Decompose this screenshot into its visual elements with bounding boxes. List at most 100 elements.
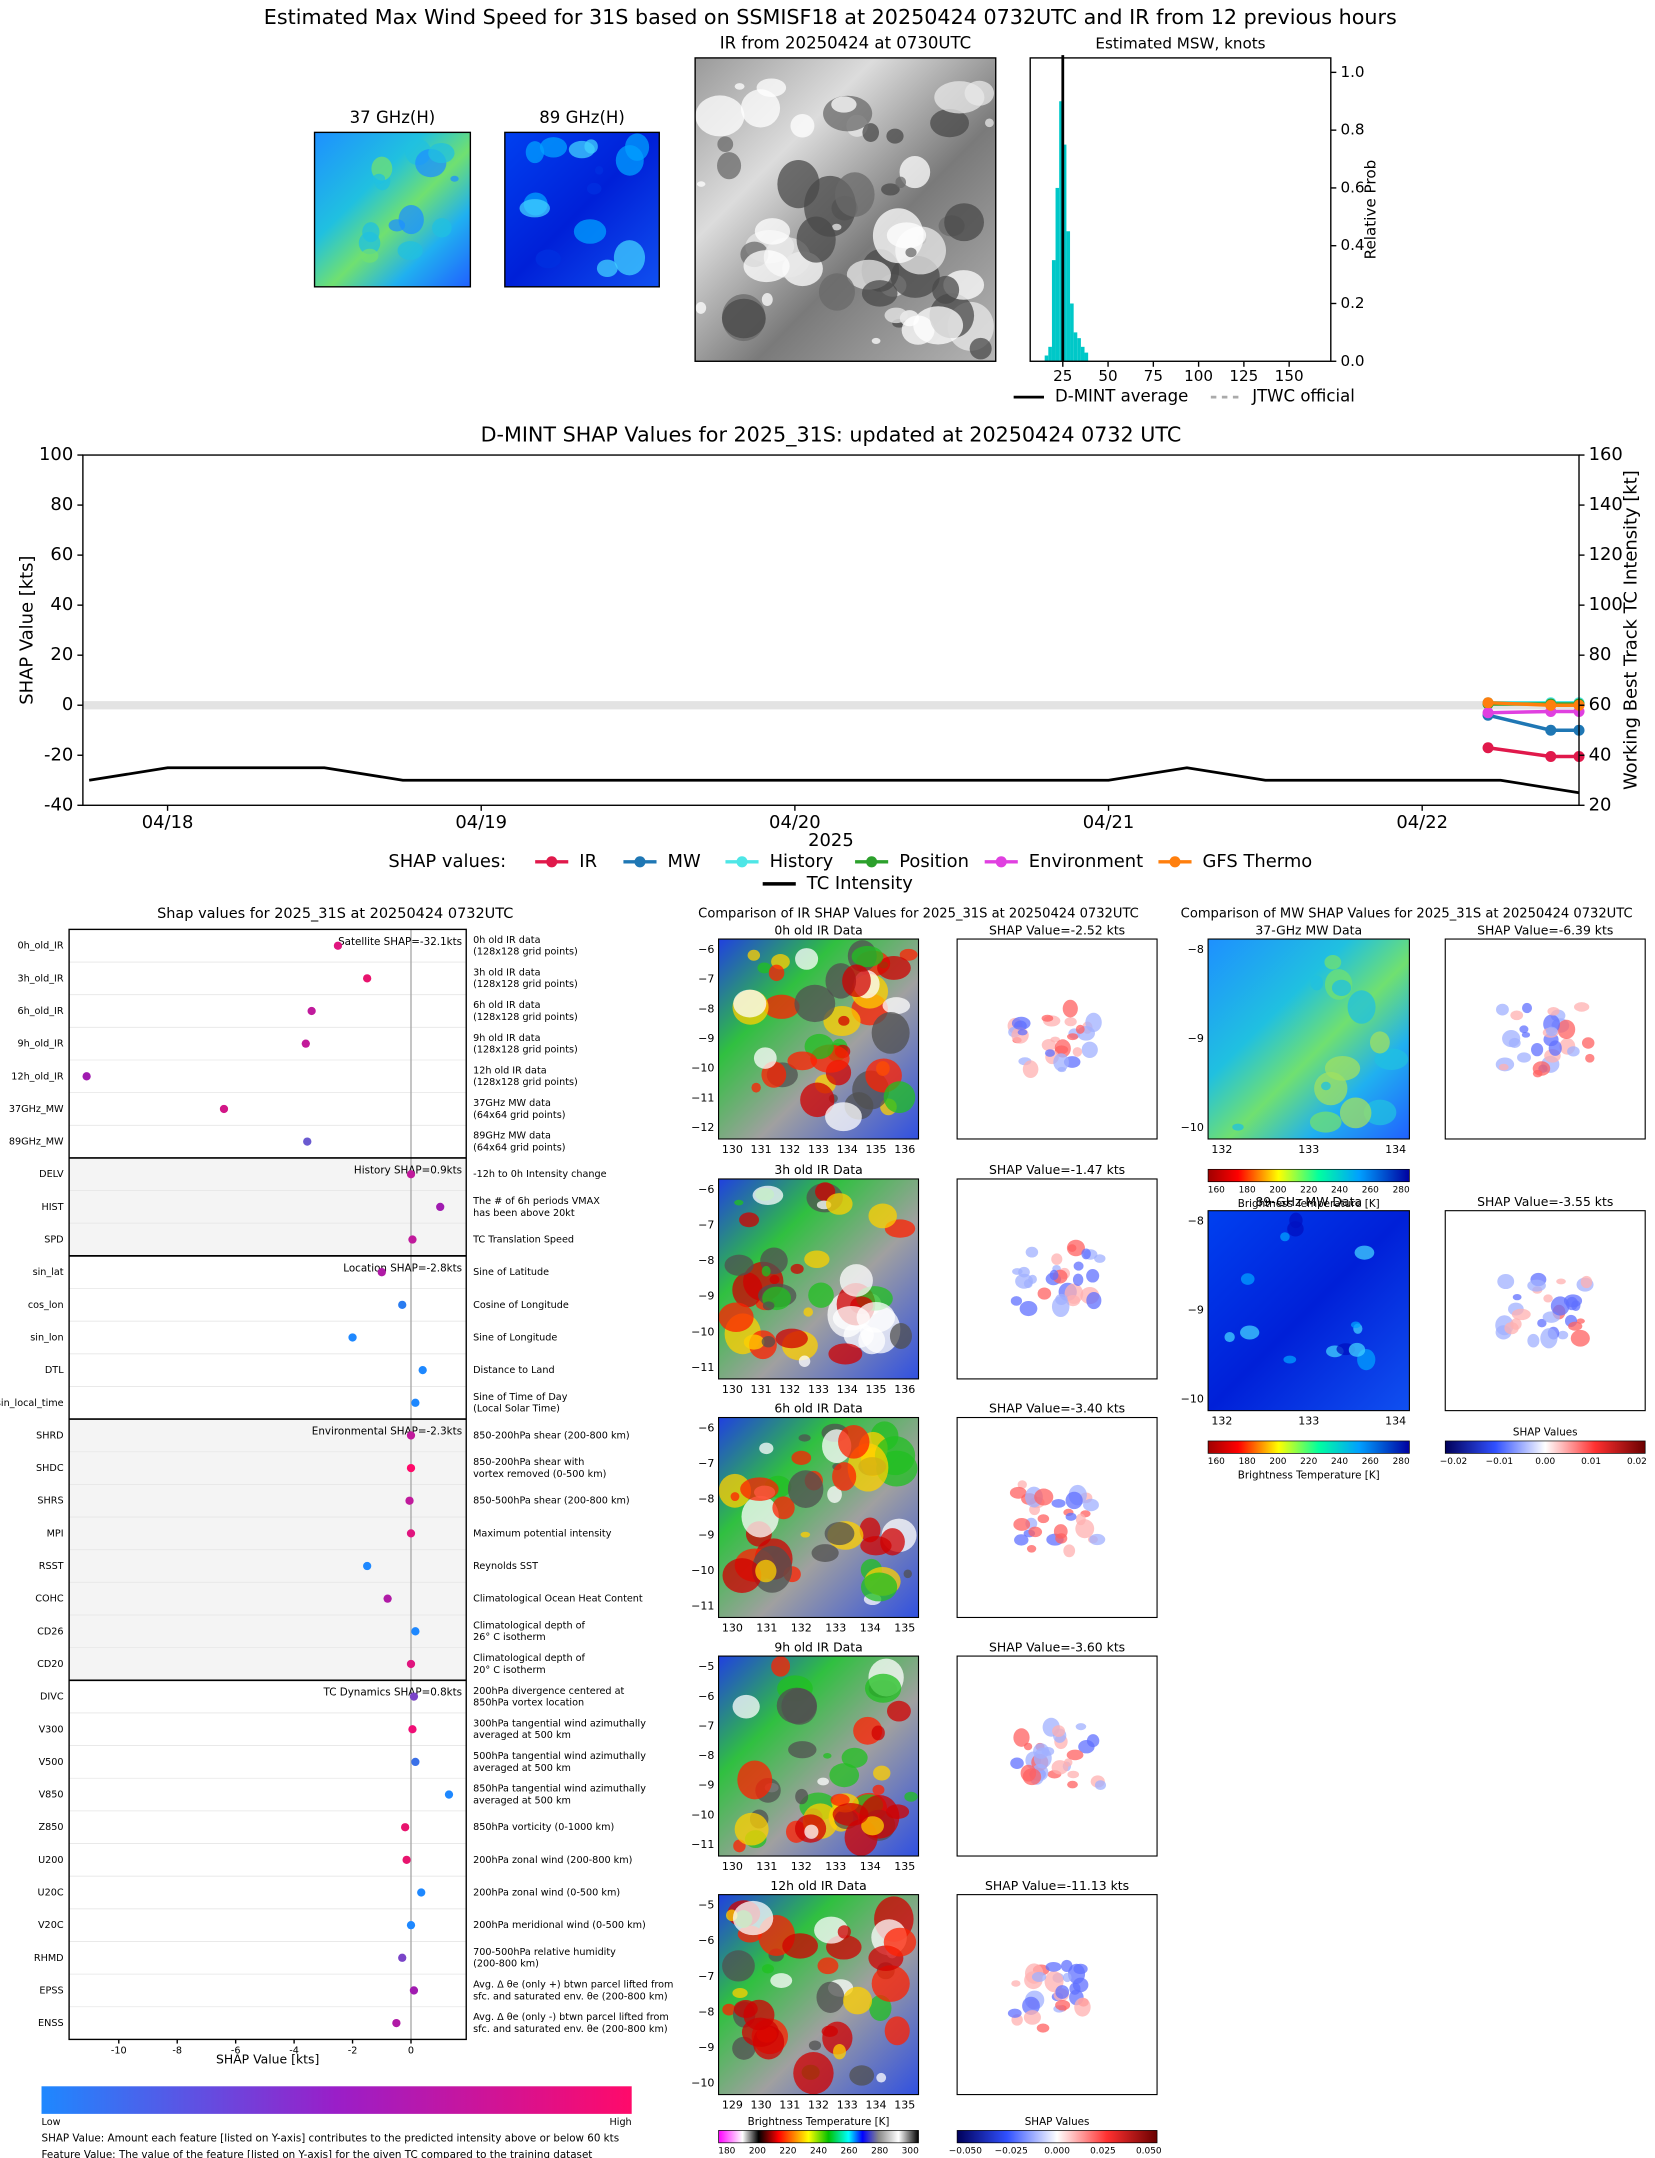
image-title: IR from 20250424 at 0730UTC: [720, 34, 971, 53]
panel-title: 37-GHz MW Data: [1255, 922, 1362, 937]
image-texture: [1540, 1328, 1558, 1349]
image-texture: [1018, 1266, 1030, 1278]
shap-point: [392, 2018, 401, 2028]
x-tick-label: -8: [172, 2045, 182, 2056]
colorbar-tick-label: 300: [902, 2147, 919, 2157]
image-texture: [724, 1254, 754, 1276]
image-texture: [535, 249, 561, 269]
y-tick-label: sin_lat: [33, 1267, 64, 1278]
image-texture: [869, 1994, 892, 2022]
image-texture: [539, 137, 568, 158]
y-tick-label: Z850: [39, 1822, 64, 1833]
colorbar-title: Brightness Temperature [K]: [1238, 1198, 1380, 1210]
y-tick-label: 100: [39, 444, 73, 465]
image-texture: [762, 1301, 775, 1311]
image-texture: [586, 182, 602, 195]
image-texture: [817, 1777, 829, 1786]
image-texture: [838, 1425, 870, 1459]
image-texture: [1054, 1039, 1071, 1058]
colorbar-tick-label: 280: [1393, 1457, 1410, 1467]
image-frame: [956, 938, 1158, 1140]
image-texture: [1065, 1512, 1077, 1521]
image-texture: [814, 1916, 849, 1944]
y-tick-label: −10: [691, 1062, 714, 1075]
feature-description: Climatological depth of: [473, 1620, 585, 1631]
bar: [1073, 332, 1078, 362]
y-tick-label: −6: [698, 1183, 714, 1196]
colorbar-tick-label: 200: [1269, 1457, 1286, 1467]
feature-description: TC Translation Speed: [472, 1235, 574, 1246]
colorbar-tick-label: 240: [810, 2147, 827, 2157]
image-texture: [1556, 1278, 1566, 1285]
series-point: [1545, 724, 1557, 736]
image-texture: [761, 1335, 776, 1348]
image-texture: [1014, 1534, 1029, 1546]
legend-label: IR: [579, 851, 597, 872]
panel-title: SHAP Value=-2.52 kts: [989, 922, 1125, 937]
y2-axis-label: Working Best Track TC Intensity [kt]: [1620, 470, 1641, 790]
image-texture: [1240, 1273, 1255, 1285]
image-texture: [1324, 954, 1342, 970]
y2-tick-label: 60: [1589, 694, 1612, 715]
panel-title: SHAP Value=-3.40 kts: [989, 1401, 1125, 1416]
feature-description: sfc. and saturated env. θe (200-800 km): [473, 2024, 667, 2035]
image-texture: [372, 173, 386, 184]
y-tick-label: −8: [698, 1493, 714, 1506]
image-texture: [1067, 1780, 1078, 1789]
x-tick-label: 136: [894, 1383, 915, 1396]
image-texture: [817, 1957, 839, 1975]
feature-description: (128x128 grid points): [473, 1045, 578, 1056]
panel-title: 6h old IR Data: [774, 1401, 862, 1416]
colorbar-tick-label: 260: [1362, 1457, 1379, 1467]
group-label: TC Dynamics SHAP=0.8kts: [323, 1687, 463, 1699]
y-tick-label: −7: [698, 1219, 714, 1232]
image-texture: [827, 1486, 842, 1503]
feature-description: 850-200hPa shear (200-800 km): [473, 1430, 630, 1441]
image-texture: [1033, 1743, 1050, 1759]
image-texture: [525, 141, 545, 164]
image-texture: [823, 1753, 832, 1759]
image-texture: [1011, 1980, 1021, 1987]
image-texture: [1085, 1012, 1102, 1033]
y-tick-label: 0.8: [1340, 121, 1364, 139]
feature-description: The # of 6h periods VMAX: [472, 1196, 600, 1207]
shap-point: [406, 1529, 416, 1538]
image-texture: [759, 1442, 774, 1455]
image-texture: [1045, 1961, 1062, 1972]
colorbar-tick-label: 280: [1393, 1186, 1410, 1196]
y-tick-label: 6h_old_IR: [17, 1006, 63, 1017]
image-texture: [1585, 1053, 1595, 1063]
colorbar-tick-label: 200: [749, 2147, 766, 2157]
shap-point: [406, 1431, 416, 1440]
y-tick-label: 0.0: [1340, 352, 1364, 370]
panel-title: SHAP Value=-6.39 kts: [1477, 922, 1613, 937]
y-tick-label: 60: [50, 544, 73, 565]
shap-map: [1445, 1210, 1646, 1411]
image-texture: [1280, 1232, 1290, 1242]
x-tick-label: 135: [894, 2099, 915, 2112]
image-texture: [625, 133, 650, 161]
image-texture: [754, 218, 791, 245]
bar: [1055, 187, 1060, 362]
colorbar-tick-label: 220: [1300, 1186, 1317, 1196]
feature-description: 850hPa vortex location: [473, 1697, 584, 1708]
y-tick-label: 80: [50, 494, 73, 515]
y-tick-label: −7: [698, 973, 714, 986]
image-texture: [837, 1925, 851, 1939]
image-texture: [871, 1012, 910, 1054]
y-tick-label: 3h_old_IR: [17, 973, 63, 984]
x-tick-label: 134: [837, 1143, 858, 1156]
image-texture: [1354, 1245, 1375, 1260]
image-texture: [1094, 1254, 1106, 1263]
y-tick-label: DTL: [45, 1365, 64, 1376]
y2-tick-label: 40: [1589, 744, 1612, 765]
image-texture: [871, 1725, 885, 1741]
image-texture: [360, 248, 379, 263]
image-frame: [504, 131, 660, 288]
y-tick-label: RHMD: [34, 1953, 64, 1964]
group-label: Environmental SHAP=-2.3kts: [312, 1426, 462, 1438]
image-texture: [769, 1274, 780, 1285]
shap-map: [957, 1656, 1158, 1857]
y-tick-label: SHRD: [36, 1430, 64, 1441]
